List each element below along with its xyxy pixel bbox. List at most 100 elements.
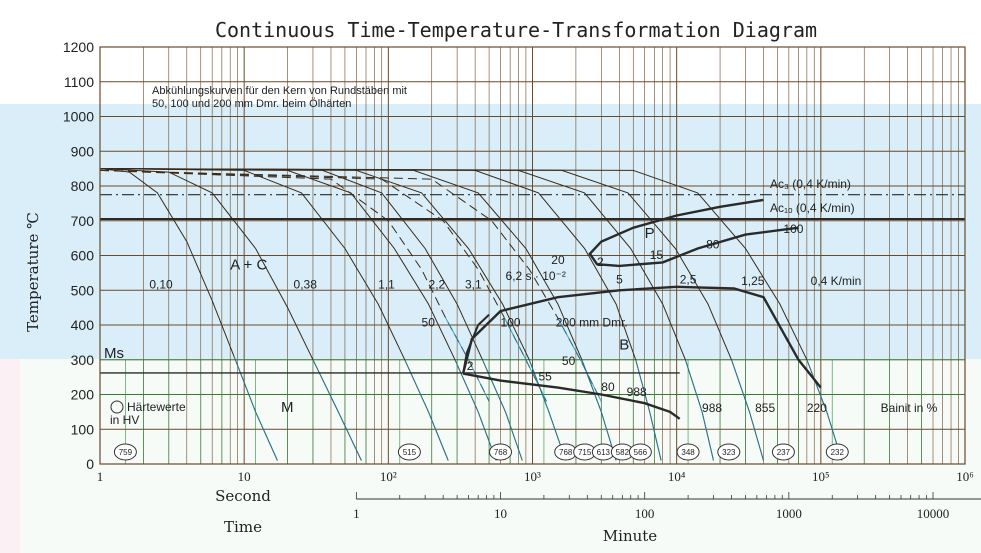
rate-label-4: 3,1 — [465, 278, 482, 292]
y-tick-700: 700 — [71, 213, 95, 229]
x-tick-seconds-6: 10⁶ — [956, 469, 974, 484]
x-tick-minutes-0: 1 — [353, 506, 360, 521]
legend-hardness: Härtewerte in HV — [110, 400, 186, 427]
cooling-curve-7 — [99, 168, 662, 461]
x-axis-time-title: Time — [224, 518, 262, 536]
cooling-curve-tail-13 — [557, 317, 602, 402]
y-axis-label: Temperature ℃ — [24, 212, 42, 332]
hardness-value-8: 348 — [681, 448, 695, 457]
note-line-2: 50, 100 und 200 mm Dmr. beim Ölhärten — [152, 98, 351, 110]
legend-hardness-line-2: in HV — [110, 413, 139, 427]
rate-label-15: 50 — [422, 316, 436, 330]
x-axis-minutes-title: Minute — [603, 527, 658, 545]
rate-label-14: 100 — [783, 222, 803, 236]
hardness-values: 759 515 768 768 715 613 582 566 348 323 237 232 — [113, 443, 849, 461]
y-tick-500: 500 — [71, 282, 95, 298]
x-tick-minutes-4: 10000 — [917, 506, 950, 521]
rate-label-16: 100 — [501, 316, 521, 330]
hardness-circle-1 — [397, 443, 421, 461]
y-tick-1100: 1100 — [64, 74, 94, 90]
cooling-curve-tail-0 — [233, 356, 278, 461]
phase-label-0: A + C — [230, 256, 267, 273]
hardness-value-10: 237 — [777, 448, 791, 457]
rate-label-19: 50 — [562, 354, 576, 368]
x-tick-seconds-1: 10 — [238, 469, 251, 484]
rate-label-22: 988 — [627, 385, 647, 399]
ac1-label: Ac₁ₒ (0,4 K/min) — [770, 201, 855, 215]
cooling-curve-tail-1 — [312, 359, 362, 461]
rate-label-10: 0,4 K/min — [811, 274, 862, 288]
rate-label-21: 80 — [601, 380, 615, 394]
cooling-curve-tail-8 — [684, 359, 714, 461]
hardness-value-11: 232 — [831, 448, 845, 457]
x-tick-seconds-2: 10² — [380, 469, 397, 484]
pearlite-boundary — [588, 198, 799, 268]
cooling-curve-tail-5 — [528, 359, 567, 461]
cooling-curve-tail-7 — [635, 359, 662, 461]
rate-label-5: 6,2 s · 10⁻² — [506, 269, 566, 283]
cooling-curve-3 — [99, 168, 497, 461]
note-line-1: Abkühlungskurven für den Kern von Rundst… — [152, 85, 407, 97]
cooling-curve-tail-11 — [445, 317, 490, 402]
rate-label-20: 55 — [538, 370, 552, 384]
y-tick-200: 200 — [71, 387, 95, 403]
x-tick-seconds-3: 10³ — [524, 469, 541, 484]
plot-frame — [99, 46, 966, 465]
bainite-lower-boundary — [462, 372, 681, 420]
cooling-curve-10 — [99, 168, 843, 461]
rate-label-13: 80 — [706, 238, 720, 252]
hardness-value-3: 768 — [559, 448, 573, 457]
cooling-curve-tail-12 — [504, 317, 547, 402]
y-tick-1200: 1200 — [63, 39, 94, 55]
y-tick-0: 0 — [86, 456, 94, 472]
rate-label-26: Bainit in % — [881, 401, 938, 415]
hardness-circle-10 — [771, 443, 795, 461]
cooling-curve-tail-4 — [482, 359, 523, 461]
rate-label-24: 855 — [755, 401, 775, 415]
cooling-curve-tail-2 — [404, 359, 449, 461]
hardness-value-7: 566 — [634, 448, 648, 457]
hardness-circle-0 — [113, 443, 137, 461]
hardness-circle-2 — [489, 443, 513, 461]
bainite-upper-boundary — [461, 285, 822, 389]
hardness-circle-7 — [628, 443, 652, 461]
rate-label-25: 220 — [807, 401, 827, 415]
background-band-blue — [0, 104, 981, 359]
rate-label-23: 988 — [702, 401, 722, 415]
rate-label-1: 0,38 — [294, 278, 318, 292]
rate-label-6: 20 — [551, 253, 565, 267]
chart-title: Continuous Time-Temperature-Transformati… — [215, 18, 817, 42]
cooling-curve-tail-6 — [581, 359, 617, 461]
x-tick-minutes-3: 1000 — [776, 506, 802, 521]
rate-label-12: 15 — [650, 248, 664, 262]
y-tick-400: 400 — [71, 317, 95, 333]
phase-boundaries — [100, 194, 965, 420]
hardness-value-6: 582 — [616, 448, 630, 457]
hardness-value-0: 759 — [119, 448, 133, 457]
rate-label-18: 2 — [467, 359, 474, 373]
rate-label-8: 2,5 — [680, 272, 697, 286]
hardness-value-2: 768 — [494, 448, 508, 457]
hardness-value-9: 323 — [722, 448, 736, 457]
cooling-curve-6 — [99, 168, 617, 461]
legend-circle-icon — [110, 400, 124, 414]
x-tick-minutes-1: 10 — [494, 506, 507, 521]
cooling-curve-tail-3 — [454, 359, 497, 461]
bainite-start-boundary — [462, 313, 490, 374]
hardness-circle-11 — [825, 443, 849, 461]
phase-label-3: M — [281, 399, 294, 416]
hardness-circle-9 — [717, 443, 741, 461]
x-tick-seconds-5: 10⁵ — [812, 469, 830, 484]
x-tick-seconds-4: 10⁴ — [668, 469, 686, 484]
rate-label-9: 1,25 — [741, 274, 765, 288]
y-tick-800: 800 — [71, 178, 95, 194]
hardness-value-4: 715 — [578, 448, 592, 457]
phase-label-1: P — [645, 225, 655, 242]
legend-hardness-line-1: Härtewerte — [127, 400, 186, 414]
cooling-curves — [99, 168, 843, 461]
y-tick-100: 100 — [71, 421, 95, 437]
cooling-curve-2 — [99, 168, 449, 461]
ms-label: Ms — [104, 345, 124, 362]
cooling-curve-4 — [99, 168, 523, 461]
